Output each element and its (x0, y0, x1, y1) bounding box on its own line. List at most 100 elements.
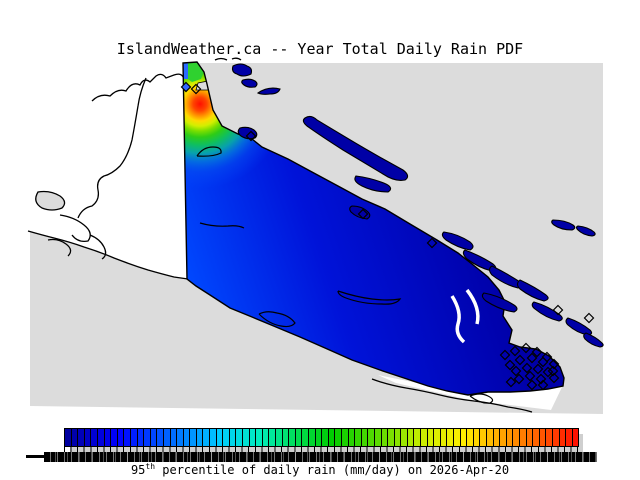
colorbar-cell (150, 429, 158, 446)
colorbar-cell (335, 429, 342, 446)
colorbar-cell (302, 429, 309, 446)
colorbar-cell (315, 429, 323, 446)
station-diamond-icon (535, 373, 547, 385)
colorbar-cell (341, 429, 349, 446)
colorbar-cell (104, 429, 112, 446)
colorbar-cell (144, 429, 151, 446)
colorbar-axis-dash (26, 455, 46, 458)
colorbar-cell (196, 429, 204, 446)
station-diamond-icon (245, 130, 257, 142)
station-diamond-icon (505, 376, 517, 388)
colorbar-cell (374, 429, 382, 446)
colorbar-cell (487, 429, 494, 446)
colorbar-cell (348, 429, 356, 446)
station-diamond-icon (509, 345, 521, 357)
colorbar-cell (262, 429, 270, 446)
colorbar-cell (256, 429, 263, 446)
station-diamond-icon (537, 379, 549, 391)
colorbar-cell (216, 429, 224, 446)
station-diamond-icon (510, 365, 522, 377)
colorbar-cell (65, 429, 72, 446)
colorbar-cell (243, 429, 250, 446)
station-diamond-icon (537, 356, 549, 368)
colorbar-cell (78, 429, 85, 446)
colorbar-cell (572, 429, 579, 446)
colorbar-cell (157, 429, 164, 446)
colorbar-cell (447, 429, 455, 446)
station-diamond-icon (552, 304, 564, 316)
colorbar-cell (289, 429, 296, 446)
colorbar-cell (124, 429, 131, 446)
colorbar-cell (328, 429, 336, 446)
colorbar-cell (460, 429, 468, 446)
colorbar-cell (295, 429, 303, 446)
colorbar-cell (97, 429, 105, 446)
colorbar-cell (84, 429, 92, 446)
colorbar-caption: 95th percentile of daily rain (mm/day) o… (0, 462, 640, 477)
plot-title: IslandWeather.ca -- Year Total Daily Rai… (116, 40, 524, 58)
station-diamond-icon (542, 366, 554, 378)
colorbar-cell (282, 429, 290, 446)
colorbar-cell (308, 429, 316, 446)
colorbar-cell (566, 429, 573, 446)
colorbar-cell (394, 429, 402, 446)
caption-rest: percentile of daily rain (mm/day) on 202… (155, 463, 510, 477)
colorbar-cell (276, 429, 283, 446)
station-diamond-icon (526, 379, 538, 391)
colorbar-cell (506, 429, 514, 446)
station-diamond-icon (357, 208, 369, 220)
colorbar-cell (210, 429, 217, 446)
colorbar-cell (91, 429, 98, 446)
island-coastline (182, 61, 565, 396)
colorbar-cell (533, 429, 540, 446)
colorbar-cell (440, 429, 448, 446)
station-diamond-icon (531, 346, 543, 358)
station-diamond-icon (583, 312, 595, 324)
colorbar-cell (170, 429, 178, 446)
colorbar-cell (249, 429, 257, 446)
colorbar-cell (111, 429, 118, 446)
small-islands (231, 63, 604, 348)
colorbar-cell (137, 429, 145, 446)
station-diamond-icon (190, 83, 202, 95)
colorbar-cell (434, 429, 441, 446)
colorbar-cell (190, 429, 197, 446)
station-diamond-icon (521, 362, 533, 374)
colorbar-cell (71, 429, 79, 446)
outside-domain-coastlines (27, 57, 242, 280)
rain-hotspot (183, 62, 285, 189)
colorbar-cell (513, 429, 520, 446)
colorbar-cell (163, 429, 171, 446)
colorbar-cell (269, 429, 276, 446)
station-diamond-icon (180, 81, 192, 93)
station-diamond-icon (513, 373, 525, 385)
station-diamond-icon (526, 352, 538, 364)
caption-superscript: th (145, 462, 156, 471)
colorbar-cell (355, 429, 362, 446)
colorbar (64, 428, 579, 447)
colorbar-cell (473, 429, 481, 446)
colorbar-cell (401, 429, 408, 446)
station-markers (180, 81, 595, 391)
colorbar-cell (381, 429, 389, 446)
lake-outlines (196, 146, 402, 328)
colorbar-cell (559, 429, 567, 446)
colorbar-cell (500, 429, 507, 446)
colorbar-cell (427, 429, 435, 446)
colorbar-cell (368, 429, 375, 446)
colorbar-cell (539, 429, 547, 446)
colorbar-cell (117, 429, 125, 446)
colorbar-cell (388, 429, 395, 446)
colorbar-cell (361, 429, 369, 446)
colorbar-cell (552, 429, 560, 446)
station-diamond-icon (426, 237, 438, 249)
colorbar-cell (223, 429, 230, 446)
colorbar-cell (414, 429, 422, 446)
station-diamond-icon (499, 349, 511, 361)
colorbar-cell (229, 429, 237, 446)
station-diamond-icon (547, 365, 559, 377)
colorbar-cell (130, 429, 138, 446)
station-diamond-icon (532, 363, 544, 375)
